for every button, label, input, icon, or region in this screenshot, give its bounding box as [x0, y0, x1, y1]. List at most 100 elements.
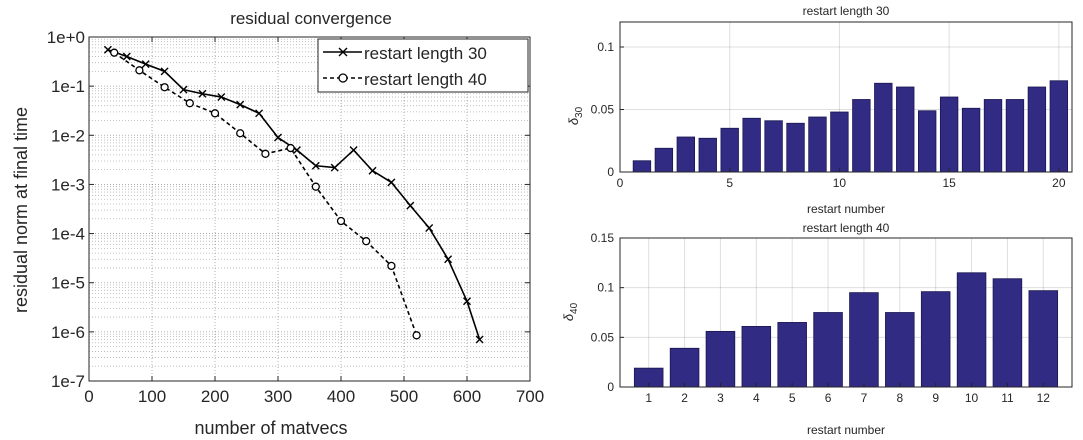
x-tick-label: 0: [84, 387, 93, 406]
bar-restart-11: [992, 278, 1023, 388]
data-point-x-marker: [122, 52, 131, 61]
chart-title: residual convergence: [230, 9, 392, 28]
data-point-circle-marker: [336, 216, 346, 226]
x-tick-label: 4: [753, 391, 760, 405]
plot-area-border: [619, 237, 1073, 388]
data-point-x-marker: [368, 166, 377, 175]
y-tick-label: 1e-5: [51, 274, 85, 293]
y-tick-label: 0.1: [597, 281, 614, 295]
x-tick-label: 10: [833, 176, 847, 190]
x-tick-label: 0: [617, 176, 624, 190]
data-point-x-marker: [179, 85, 188, 94]
y-tick-label: 1e-6: [51, 323, 85, 342]
bar-restart-4: [698, 137, 717, 173]
data-point-circle-marker: [160, 83, 169, 92]
x-tick-label: 200: [201, 387, 229, 406]
data-point-x-marker: [425, 223, 434, 232]
bar-restart-8: [885, 312, 915, 388]
plot-area-border: [88, 36, 531, 382]
data-point-circle-marker: [412, 331, 421, 340]
y-tick-label: 0: [607, 380, 614, 394]
bar-restart-5: [720, 127, 739, 173]
legend-box: [317, 38, 529, 93]
chart-title: restart length 40: [803, 221, 890, 235]
x-tick-label: 5: [789, 391, 796, 405]
data-point-circle-marker: [311, 182, 320, 191]
data-point-circle-marker: [210, 109, 220, 118]
y-tick-label: 1e+0: [47, 28, 85, 47]
y-tick-label: 1e-4: [51, 225, 85, 244]
x-tick-label: 100: [138, 387, 166, 406]
x-tick-label: 700: [516, 387, 544, 406]
x-tick-label: 300: [264, 387, 292, 406]
data-point-x-marker: [349, 146, 358, 155]
data-point-x-marker: [330, 163, 339, 172]
x-tick-label: 400: [327, 387, 355, 406]
bar-restart-6: [813, 312, 843, 388]
x-tick-label: 8: [896, 391, 903, 405]
data-point-x-marker: [255, 109, 264, 118]
bar-restart-5: [777, 322, 807, 388]
data-point-x-marker: [387, 178, 396, 187]
x-tick-label: 2: [681, 391, 688, 405]
bar-restart-12: [1028, 290, 1059, 388]
bar-restart-3: [676, 136, 696, 173]
series-line-2: [113, 52, 418, 336]
bar-restart-18: [1005, 99, 1025, 173]
bar-restart-4: [741, 326, 772, 388]
data-point-circle-marker: [362, 237, 371, 246]
x-tick-label: 500: [390, 387, 418, 406]
legend-label-series-1: restart length 30: [364, 44, 487, 63]
y-tick-label: 1e-3: [51, 175, 85, 194]
y-axis-label: δ30: [566, 106, 585, 125]
y-tick-label: 0.05: [591, 103, 615, 117]
data-point-x-marker: [236, 100, 245, 109]
x-tick-label: 3: [717, 391, 724, 405]
bar-restart-19: [1027, 86, 1047, 173]
x-axis-label: restart number: [807, 423, 885, 437]
legend: restart length 30 restart length 40: [317, 38, 529, 93]
legend-circle-marker: [338, 73, 348, 83]
x-tick-label: 15: [942, 176, 956, 190]
data-point-circle-marker: [135, 66, 144, 75]
svg-text:δ40: δ40: [561, 302, 580, 321]
data-point-circle-marker: [185, 99, 194, 108]
bar-restart-17: [983, 99, 1003, 173]
y-axis-subscript: 40: [569, 302, 580, 314]
residual-convergence-chart: residual convergence number of matvecs r…: [11, 9, 544, 438]
data-point-circle-marker: [387, 261, 396, 271]
bar-restart-20: [1049, 80, 1069, 173]
bar-restart-11: [852, 99, 871, 173]
data-point-circle-marker: [286, 143, 295, 153]
y-tick-label: 0.1: [597, 40, 614, 54]
series-line-1: [107, 49, 481, 340]
data-point-x-marker: [141, 60, 150, 69]
bar-restart-12: [874, 82, 893, 173]
x-tick-label: 12: [1037, 391, 1051, 405]
x-axis-label: number of matvecs: [194, 418, 347, 438]
data-point-circle-marker: [261, 149, 270, 158]
data-point-x-marker: [198, 89, 207, 98]
bar-restart-14: [918, 110, 937, 173]
y-tick-label: 0.05: [591, 330, 615, 344]
x-tick-label: 6: [825, 391, 832, 405]
bar-restart-8: [786, 122, 805, 173]
x-tick-label: 5: [726, 176, 733, 190]
x-tick-label: 1: [645, 391, 652, 405]
bar-restart-6: [742, 117, 761, 173]
bar-restart-9: [808, 116, 827, 173]
data-point-circle-marker: [236, 129, 245, 138]
y-tick-label: 0.15: [591, 231, 615, 245]
bar-restart-10: [956, 272, 987, 388]
bar-restart-2: [654, 147, 674, 173]
data-point-x-marker: [406, 201, 415, 210]
y-tick-label: 1e-2: [51, 126, 85, 145]
bar-restart-7: [849, 292, 879, 388]
data-point-x-marker: [311, 161, 320, 170]
data-point-x-marker: [475, 335, 484, 344]
bar-restart-9: [920, 291, 951, 388]
legend-x-marker: [338, 47, 348, 57]
plot-area-border: [619, 21, 1073, 173]
